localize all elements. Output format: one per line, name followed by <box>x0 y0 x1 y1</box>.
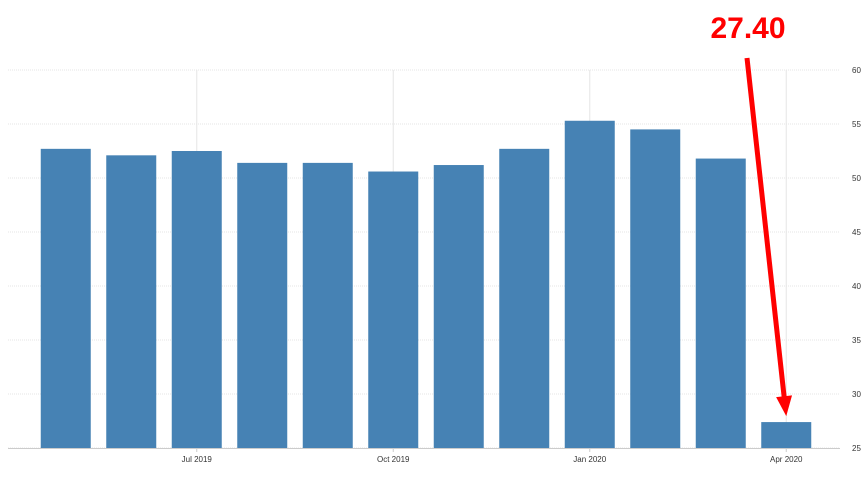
bar <box>237 162 288 448</box>
bar <box>761 422 812 448</box>
bar <box>499 148 550 448</box>
bar <box>302 162 353 448</box>
y-tick-label: 30 <box>852 390 861 399</box>
bars <box>40 120 812 449</box>
x-axis-ticks: Jul 2019 Oct 2019 Jan 2020 Apr 2020 <box>182 448 803 464</box>
y-tick-label: 45 <box>852 228 861 237</box>
bar <box>171 151 222 448</box>
x-tick-label: Jan 2020 <box>573 455 606 464</box>
y-tick-label: 25 <box>852 444 861 453</box>
bar <box>40 148 91 448</box>
annotation-group: 27.40 <box>710 12 793 417</box>
bar <box>433 165 484 449</box>
y-tick-label: 55 <box>852 120 861 129</box>
y-tick-label: 60 <box>852 66 861 75</box>
bar <box>695 158 746 448</box>
annotation-arrow-head <box>776 395 793 417</box>
y-axis-ticks: 25 30 35 40 45 50 55 60 <box>852 66 861 453</box>
y-tick-label: 40 <box>852 282 861 291</box>
bar <box>106 155 157 448</box>
bar <box>368 171 419 448</box>
bar <box>630 129 681 448</box>
x-tick-label: Oct 2019 <box>377 455 410 464</box>
y-tick-label: 35 <box>852 336 861 345</box>
y-tick-label: 50 <box>852 174 861 183</box>
annotation-arrow-shaft <box>744 57 787 399</box>
x-tick-label: Apr 2020 <box>770 455 803 464</box>
bar <box>564 120 615 448</box>
annotation-label: 27.40 <box>710 12 785 45</box>
x-tick-label: Jul 2019 <box>182 455 213 464</box>
